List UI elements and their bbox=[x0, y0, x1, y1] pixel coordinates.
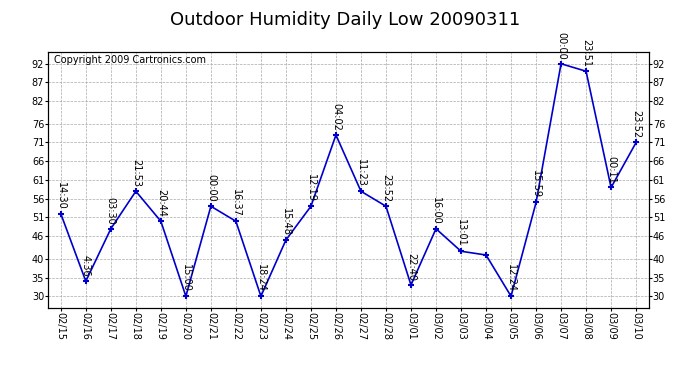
Text: 15:48: 15:48 bbox=[281, 208, 291, 236]
Text: 13:01: 13:01 bbox=[456, 219, 466, 247]
Text: 14:30: 14:30 bbox=[56, 182, 66, 210]
Text: Outdoor Humidity Daily Low 20090311: Outdoor Humidity Daily Low 20090311 bbox=[170, 11, 520, 29]
Text: Copyright 2009 Cartronics.com: Copyright 2009 Cartronics.com bbox=[55, 55, 206, 65]
Text: 11:23: 11:23 bbox=[356, 159, 366, 187]
Text: 22:40: 22:40 bbox=[406, 253, 416, 281]
Text: 04:02: 04:02 bbox=[331, 103, 341, 131]
Text: 20:44: 20:44 bbox=[156, 189, 166, 217]
Text: 00:00: 00:00 bbox=[206, 174, 216, 202]
Text: 03:30: 03:30 bbox=[106, 197, 116, 225]
Text: 00:11: 00:11 bbox=[606, 156, 616, 183]
Text: 16:37: 16:37 bbox=[231, 189, 241, 217]
Text: 15:00: 15:00 bbox=[181, 264, 191, 292]
Text: 12:24: 12:24 bbox=[506, 264, 516, 292]
Text: 23:52: 23:52 bbox=[381, 174, 391, 202]
Text: 21:53: 21:53 bbox=[131, 159, 141, 187]
Text: 23:52: 23:52 bbox=[631, 110, 641, 138]
Text: 23:51: 23:51 bbox=[581, 39, 591, 67]
Text: 4:36: 4:36 bbox=[81, 255, 91, 277]
Text: 00:00: 00:00 bbox=[556, 32, 566, 60]
Text: 16:00: 16:00 bbox=[431, 197, 441, 225]
Text: 12:19: 12:19 bbox=[306, 174, 316, 202]
Text: 15:59: 15:59 bbox=[531, 170, 541, 198]
Text: 18:24: 18:24 bbox=[256, 264, 266, 292]
